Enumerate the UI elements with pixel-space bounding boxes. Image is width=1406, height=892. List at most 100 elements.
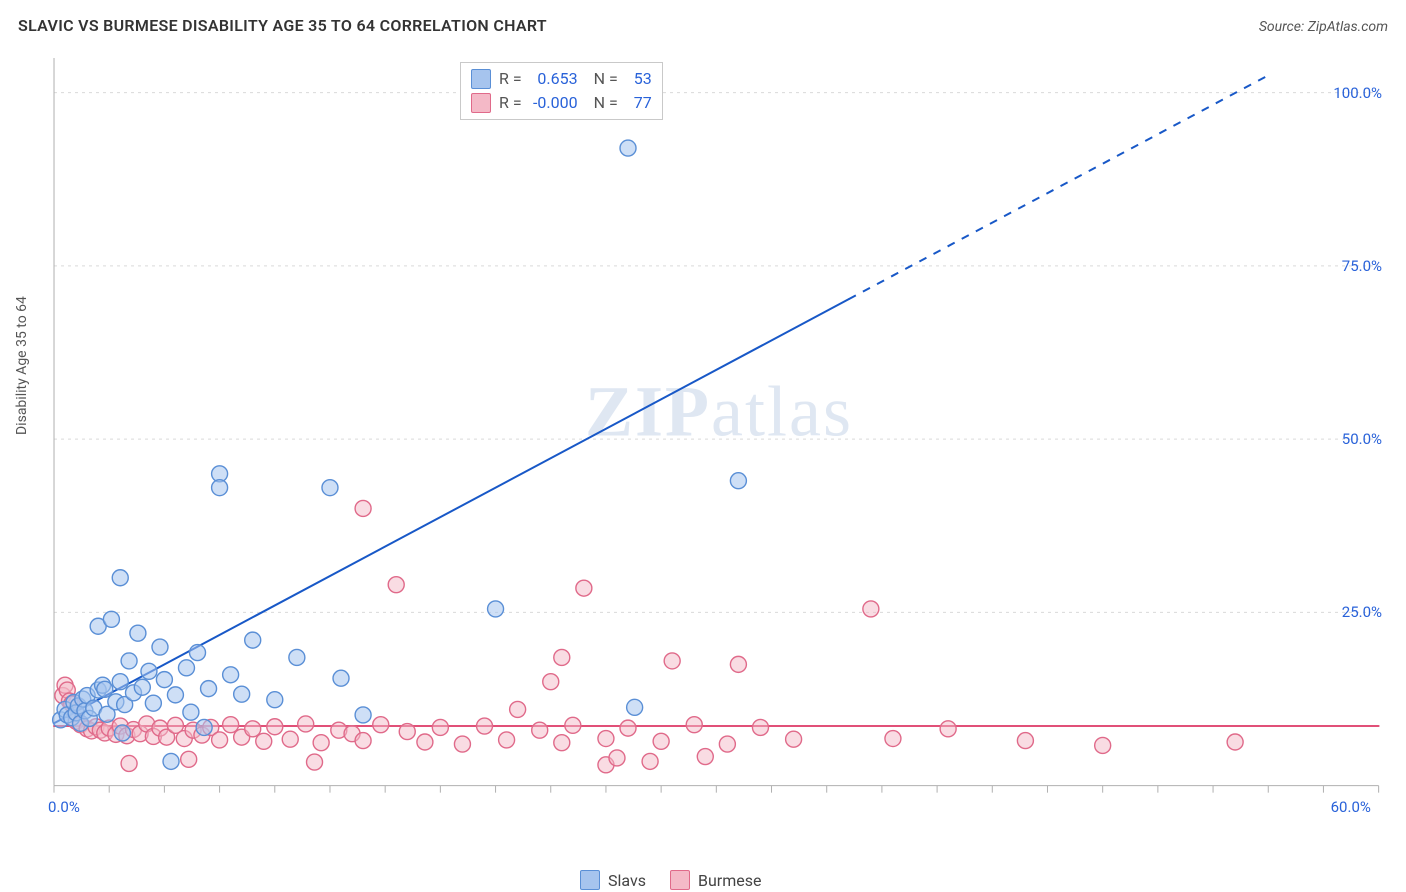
stats-row: R = -0.000 N = 77 [471, 91, 652, 115]
chart-svg [50, 58, 1388, 828]
data-point [576, 580, 592, 596]
data-point [786, 731, 802, 747]
x-tick-label-start: 0.0% [48, 798, 80, 816]
data-point [130, 625, 146, 641]
data-point [245, 632, 261, 648]
data-point [488, 601, 504, 617]
data-point [719, 736, 735, 752]
stat-n-value: 53 [626, 67, 652, 91]
data-point [499, 732, 515, 748]
data-point [454, 736, 470, 752]
data-point [267, 692, 283, 708]
data-point [399, 724, 415, 740]
stats-legend-box: R = 0.653 N = 53 R = -0.000 N = 77 [460, 62, 663, 120]
data-point [554, 735, 570, 751]
data-point [432, 719, 448, 735]
y-tick-label: 25.0% [1342, 603, 1382, 621]
stat-r-label: R = [499, 91, 522, 115]
data-point [167, 687, 183, 703]
stat-r-label: R = [499, 67, 522, 91]
legend-swatch [471, 69, 491, 89]
legend-swatch [580, 870, 600, 890]
data-point [163, 753, 179, 769]
y-tick-label: 75.0% [1342, 257, 1382, 275]
data-point [114, 725, 130, 741]
data-point [642, 753, 658, 769]
data-point [477, 718, 493, 734]
data-point [223, 717, 239, 733]
legend-swatch [670, 870, 690, 890]
data-point [97, 681, 113, 697]
data-point [256, 733, 272, 749]
data-point [212, 480, 228, 496]
data-point [322, 480, 338, 496]
data-point [190, 645, 206, 661]
data-point [1017, 733, 1033, 749]
plot-area: ZIPatlas 25.0%50.0%75.0%100.0%0.0%60.0% [50, 58, 1388, 828]
data-point [664, 653, 680, 669]
data-point [609, 750, 625, 766]
data-point [333, 670, 349, 686]
data-point [298, 716, 314, 732]
data-point [103, 611, 119, 627]
data-point [223, 667, 239, 683]
data-point [1227, 734, 1243, 750]
y-axis-label: Disability Age 35 to 64 [14, 296, 30, 435]
chart-title: SLAVIC VS BURMESE DISABILITY AGE 35 TO 6… [18, 16, 547, 35]
data-point [245, 721, 261, 737]
data-point [178, 660, 194, 676]
data-point [510, 701, 526, 717]
data-point [653, 733, 669, 749]
data-point [627, 699, 643, 715]
data-point [196, 719, 212, 735]
data-point [532, 722, 548, 738]
legend-item: Burmese [670, 870, 761, 890]
stats-row: R = 0.653 N = 53 [471, 67, 652, 91]
data-point [134, 679, 150, 695]
data-point [598, 731, 614, 747]
data-point [543, 674, 559, 690]
data-point [730, 473, 746, 489]
data-point [121, 653, 137, 669]
data-point [355, 733, 371, 749]
data-point [112, 570, 128, 586]
stat-n-label: N = [594, 67, 618, 91]
data-point [212, 732, 228, 748]
data-point [686, 717, 702, 733]
chart-header: SLAVIC VS BURMESE DISABILITY AGE 35 TO 6… [18, 16, 1388, 35]
data-point [313, 735, 329, 751]
data-point [181, 751, 197, 767]
data-point [267, 719, 283, 735]
x-tick-label-end: 60.0% [1331, 798, 1371, 816]
data-point [282, 731, 298, 747]
data-point [373, 717, 389, 733]
legend-label: Slavs [608, 871, 646, 890]
legend-swatch [471, 93, 491, 113]
stat-n-label: N = [594, 91, 618, 115]
data-point [355, 500, 371, 516]
data-point [152, 639, 168, 655]
data-point [201, 681, 217, 697]
data-point [1095, 737, 1111, 753]
chart-source: Source: ZipAtlas.com [1259, 19, 1388, 35]
stat-r-value: -0.000 [530, 91, 578, 115]
y-tick-label: 100.0% [1333, 84, 1382, 102]
series-legend: Slavs Burmese [580, 870, 761, 890]
data-point [417, 734, 433, 750]
data-point [730, 656, 746, 672]
legend-label: Burmese [698, 871, 761, 890]
data-point [307, 754, 323, 770]
data-point [940, 721, 956, 737]
data-point [885, 731, 901, 747]
stat-n-value: 77 [626, 91, 652, 115]
data-point [156, 672, 172, 688]
data-point [289, 649, 305, 665]
data-point [620, 720, 636, 736]
data-point [752, 719, 768, 735]
data-point [388, 577, 404, 593]
legend-item: Slavs [580, 870, 646, 890]
stat-r-value: 0.653 [530, 67, 578, 91]
y-tick-label: 50.0% [1342, 430, 1382, 448]
data-point [234, 686, 250, 702]
data-point [863, 601, 879, 617]
